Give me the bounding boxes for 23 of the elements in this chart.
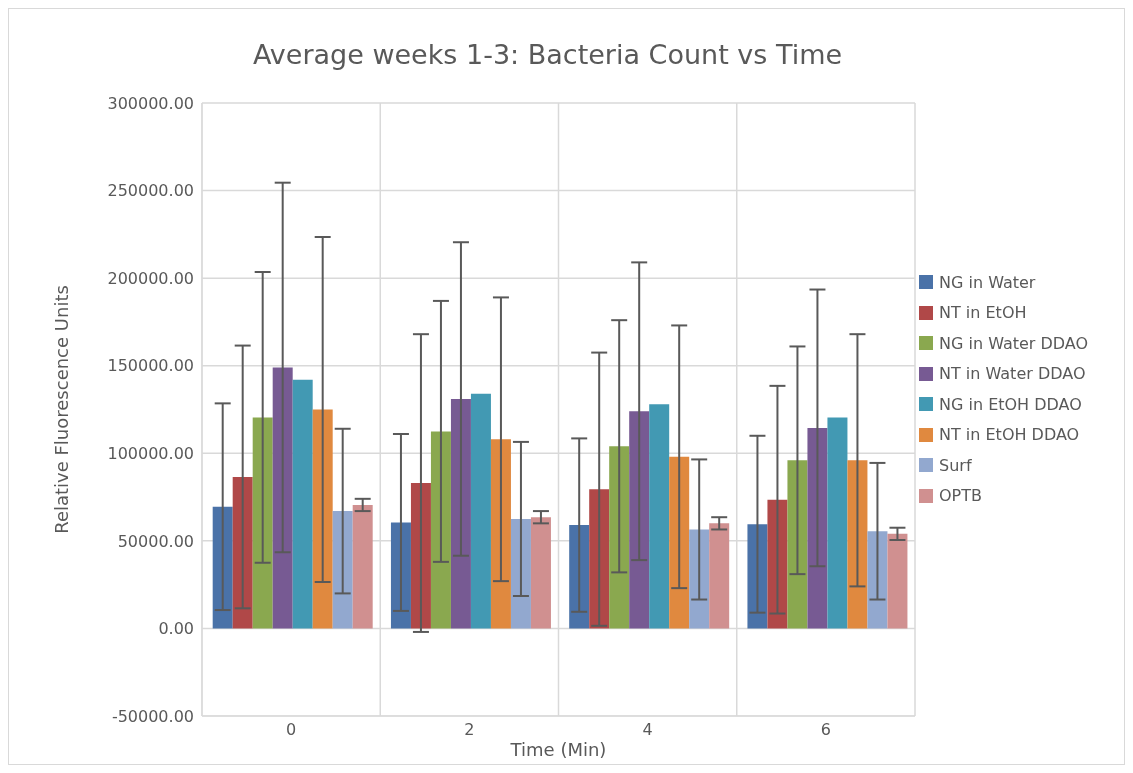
legend-label: Surf: [939, 455, 972, 475]
legend-label: NT in Water DDAO: [939, 364, 1086, 384]
legend-label: OPTB: [939, 486, 982, 506]
legend-label: NG in Water: [939, 272, 1036, 292]
y-tick-label: 300000.00: [107, 93, 194, 113]
y-tick-label: 100000.00: [107, 443, 194, 463]
legend-label: NG in Water DDAO: [939, 333, 1089, 353]
y-tick-label: 250000.00: [107, 181, 194, 201]
chart-title: Average weeks 1-3: Bacteria Count vs Time: [251, 39, 844, 70]
y-tick-label: -50000.00: [111, 706, 194, 726]
y-tick-label: 0.00: [158, 619, 194, 639]
x-tick-label: 0: [286, 720, 297, 740]
y-tick-label: 200000.00: [107, 268, 194, 288]
x-tick-label: 4: [642, 720, 653, 740]
legend-label: NT in EtOH: [939, 303, 1027, 323]
y-tick-label: 150000.00: [107, 356, 194, 376]
x-tick-label: 2: [464, 720, 475, 740]
x-axis-title: Time (Min): [509, 739, 607, 760]
legend-label: NG in EtOH DDAO: [939, 394, 1082, 414]
y-axis-title: Relative Fluorescence Units: [51, 285, 73, 534]
legend-label: NT in EtOH DDAO: [939, 425, 1080, 445]
x-tick-label: 6: [820, 720, 831, 740]
y-tick-label: 50000.00: [117, 531, 194, 551]
